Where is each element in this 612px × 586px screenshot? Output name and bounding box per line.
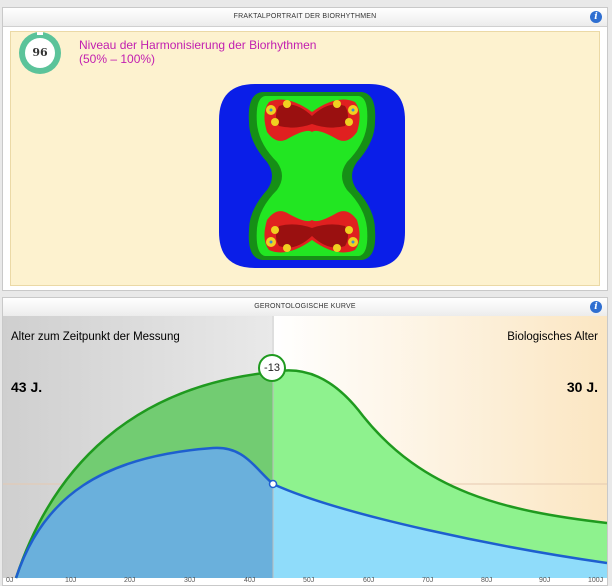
x-tick: 70J [422,577,434,584]
x-tick: 50J [303,577,315,584]
harmony-score-badge: 96 [17,30,63,76]
harmony-score: 96 [32,46,48,59]
age-difference-badge: -13 [258,354,286,382]
fractal-portrait [219,84,405,268]
biological-age-value: 30 J. [566,379,598,395]
x-tick: 30J [184,577,196,584]
info-icon[interactable]: i [590,301,602,313]
harmony-title: Niveau der Harmonisierung der Biorhythme… [79,38,317,66]
x-tick: 40J [244,577,256,584]
score-ring-icon [19,32,61,74]
x-tick: 60J [363,577,375,584]
x-tick: 100J [588,577,604,584]
current-age-marker [268,479,278,489]
chronological-age-value: 43 J. [11,379,43,395]
fractal-panel-header: FRAKTALPORTRAIT DER BIORHYTHMEN i [3,8,607,27]
fractal-panel-title: FRAKTALPORTRAIT DER BIORHYTHMEN [233,13,377,20]
chronological-curve [14,446,607,579]
biological-curve [14,369,607,579]
x-tick: 90J [539,577,551,584]
biological-age-label: Biologisches Alter [507,331,598,343]
chronological-area-left [16,447,273,578]
info-icon[interactable]: i [590,11,602,23]
x-tick: 80J [481,577,493,584]
gerontology-chart [3,316,607,579]
curve-panel-title: GERONTOLOGISCHE KURVE [254,303,356,310]
curve-panel: GERONTOLOGISCHE KURVE i [2,297,608,586]
x-tick: 0J [6,577,14,584]
x-tick: 10J [65,577,77,584]
chronological-age-label: Alter zum Zeitpunkt der Messung [11,331,180,343]
x-tick: 20J [124,577,136,584]
curve-panel-header: GERONTOLOGISCHE KURVE i [3,298,607,317]
